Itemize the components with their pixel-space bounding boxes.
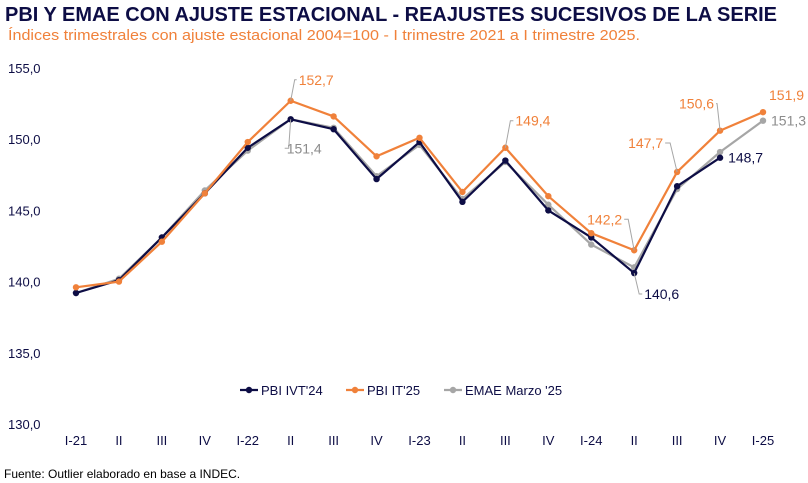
leader-line — [633, 272, 643, 295]
data-point — [545, 192, 552, 200]
data-point — [588, 229, 595, 237]
data-point — [759, 117, 767, 124]
data-point — [330, 126, 337, 133]
data-point — [673, 182, 681, 190]
legend-label: EMAE Marzo '25 — [465, 383, 562, 398]
y-tick-label: 150,0 — [8, 132, 41, 147]
data-point — [72, 289, 80, 297]
data-point — [716, 154, 724, 161]
data-label: 151,4 — [287, 140, 322, 156]
legend-marker — [351, 386, 359, 394]
series-line — [75, 118, 721, 295]
data-point — [416, 134, 423, 141]
legend-marker — [449, 386, 457, 394]
legend-item: PBI IVT'24 — [240, 383, 323, 398]
data-point — [459, 188, 466, 196]
data-label: 149,4 — [515, 113, 550, 129]
x-tick-label: I-24 — [580, 433, 602, 448]
leader-line — [290, 79, 297, 101]
chart-subtitle: Índices trimestrales con ajuste estacion… — [8, 27, 640, 44]
data-label: 148,7 — [728, 150, 763, 166]
y-tick-label: 135,0 — [8, 346, 41, 361]
x-tick-label: III — [500, 433, 511, 448]
data-point — [459, 198, 466, 206]
data-label: 147,7 — [628, 135, 663, 151]
data-label: 151,9 — [769, 87, 804, 103]
x-tick-label: III — [328, 433, 339, 448]
x-tick-label: II — [287, 433, 294, 448]
data-point — [588, 241, 595, 248]
x-tick-label: IV — [370, 433, 383, 448]
data-point — [115, 278, 123, 285]
x-tick-label: II — [631, 433, 638, 448]
leader-line — [284, 119, 292, 149]
data-point — [158, 238, 166, 245]
data-label: 152,7 — [299, 72, 334, 88]
chart-title: PBI Y EMAE CON AJUSTE ESTACIONAL - REAJU… — [5, 4, 777, 26]
series-layer — [72, 97, 767, 297]
annotations: 152,7 151,4 149,4 142,2 140,6 147,7 150,6 148,7… — [284, 72, 806, 302]
x-tick-label: III — [156, 433, 167, 448]
y-tick-label: 140,0 — [8, 275, 41, 290]
leader-line — [665, 142, 678, 173]
leader-line — [716, 103, 721, 131]
data-point — [330, 113, 337, 120]
data-point — [716, 148, 724, 156]
y-tick-label: 145,0 — [8, 203, 41, 218]
data-point — [373, 153, 380, 160]
y-axis: 130,0 135,0 140,0 145,0 150,0 155,0 — [8, 61, 41, 432]
legend-label: PBI IVT'24 — [261, 383, 323, 398]
data-point — [72, 284, 80, 291]
legend-label: PBI IT'25 — [367, 383, 420, 398]
data-point — [502, 157, 509, 164]
y-tick-label: 130,0 — [8, 417, 41, 432]
data-point — [759, 108, 767, 116]
data-label: 140,6 — [644, 286, 679, 302]
x-tick-label: I-23 — [408, 433, 430, 448]
x-tick-label: IV — [199, 433, 212, 448]
x-axis: I-21 II III IV I-22 II III IV I-23 II III IV I-24 II I… — [65, 433, 774, 448]
x-tick-label: IV — [714, 433, 727, 448]
x-tick-label: I-21 — [65, 433, 87, 448]
source-note: Fuente: Outlier elaborado en base a INDE… — [4, 467, 240, 481]
x-tick-label: IV — [542, 433, 555, 448]
data-point — [630, 269, 638, 277]
series-line — [75, 99, 764, 289]
legend: PBI IVT'24 PBI IT'25 EMAE Marzo '25 — [240, 383, 562, 398]
data-point — [244, 144, 251, 151]
x-tick-label: II — [115, 433, 122, 448]
x-tick-label: II — [459, 433, 466, 448]
x-tick-label: III — [672, 433, 683, 448]
data-point — [373, 175, 380, 183]
y-tick-label: 155,0 — [8, 61, 41, 76]
data-point — [545, 201, 552, 208]
x-tick-label: I-25 — [752, 433, 774, 448]
data-point — [244, 138, 251, 146]
legend-item: EMAE Marzo '25 — [444, 383, 562, 398]
data-point — [545, 207, 552, 214]
leader-line — [504, 120, 514, 148]
legend-marker — [245, 386, 253, 394]
data-point — [201, 190, 209, 197]
data-label: 151,3 — [771, 113, 806, 129]
data-label: 150,6 — [679, 96, 714, 112]
data-label: 142,2 — [587, 211, 622, 227]
x-tick-label: I-22 — [237, 433, 259, 448]
legend-item: PBI IT'25 — [346, 383, 420, 398]
leader-line — [624, 218, 635, 251]
